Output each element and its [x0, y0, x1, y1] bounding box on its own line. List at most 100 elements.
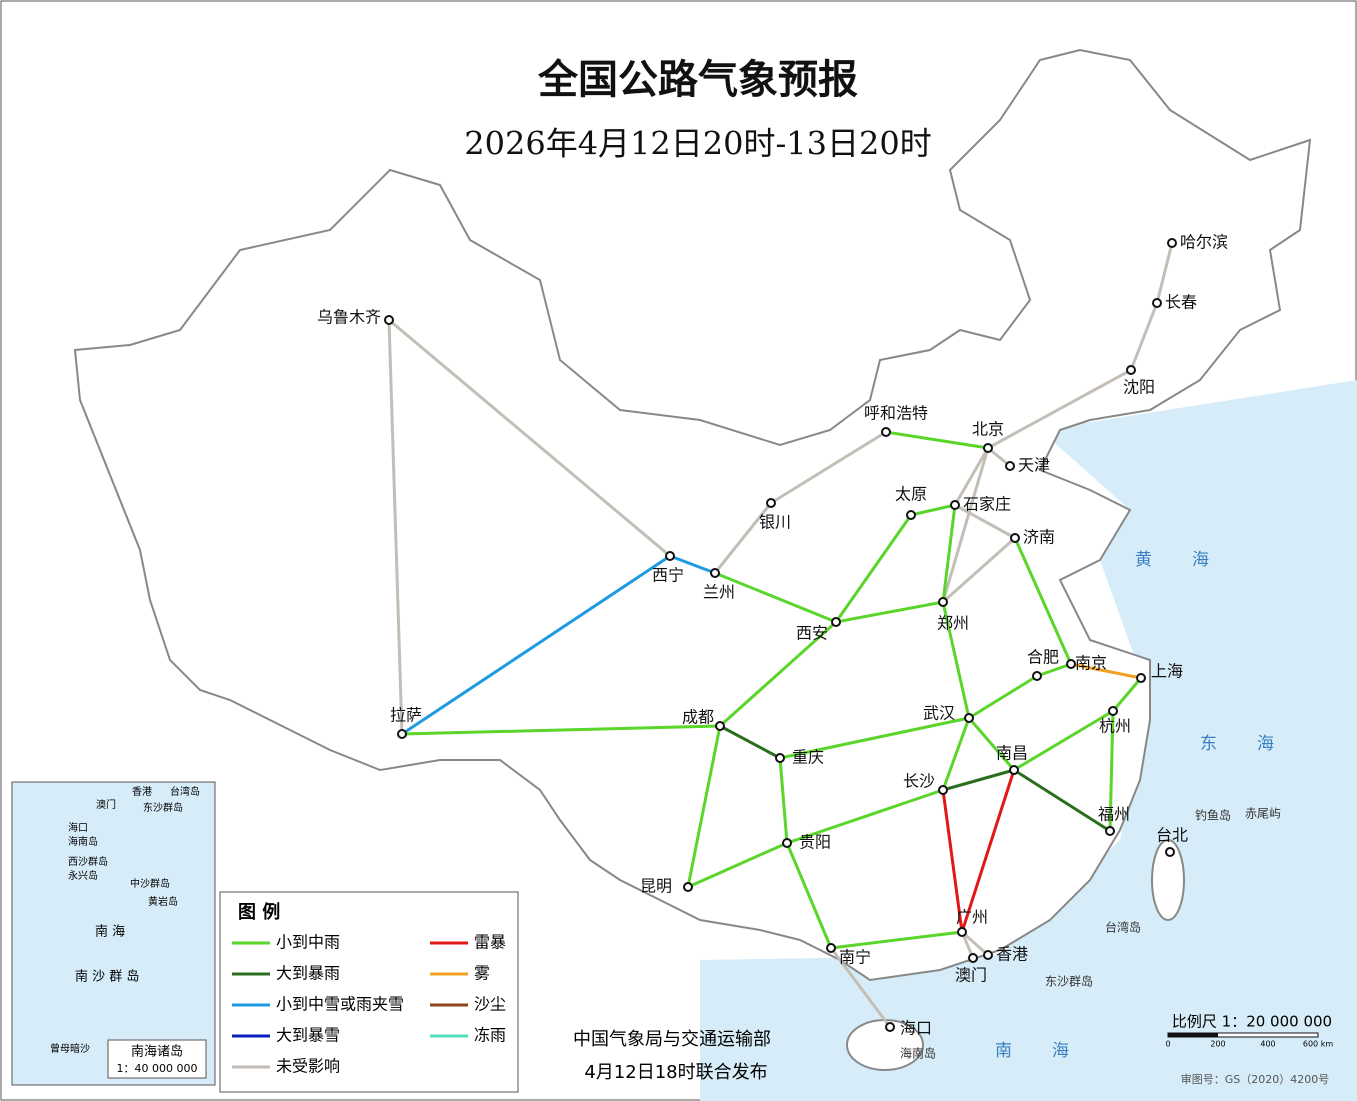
scale-bar-fill [1168, 1033, 1218, 1037]
city-label: 天津 [1018, 456, 1050, 475]
city-label: 拉萨 [390, 706, 422, 725]
road [941, 600, 971, 720]
inset-label: 台湾岛 [170, 785, 200, 798]
road [686, 724, 722, 889]
road [953, 503, 1017, 540]
city-label: 济南 [1023, 528, 1055, 547]
road [953, 446, 990, 507]
city-dot [775, 753, 785, 763]
city-label: 北京 [972, 420, 1004, 439]
city-label: 乌鲁木齐 [317, 308, 381, 327]
city-label: 西安 [796, 624, 828, 643]
road [718, 620, 838, 728]
road [829, 930, 964, 950]
road [960, 768, 1016, 934]
china-outline [73, 48, 1312, 982]
city-label: 南宁 [839, 948, 871, 967]
city-label: 贵阳 [799, 833, 831, 852]
legend-frame [219, 891, 519, 1093]
road [668, 554, 717, 575]
city-dot [1010, 533, 1020, 543]
city-label: 杭州 [1099, 717, 1131, 736]
road [967, 674, 1039, 720]
legend-title: 图 例 [238, 901, 280, 923]
city-label: 南昌 [996, 744, 1028, 763]
city-label: 郑州 [937, 614, 969, 633]
city-label: 长沙 [903, 772, 935, 791]
city-dot [1126, 365, 1136, 375]
road [960, 930, 990, 957]
road [1035, 662, 1073, 678]
scale-label: 比例尺 1：20 000 000 [1172, 1013, 1332, 1031]
city-label: 呼和浩特 [864, 404, 928, 423]
city-dot [384, 315, 394, 325]
legend-label: 大到暴雪 [276, 1026, 340, 1045]
inset-label: 黄岩岛 [148, 895, 178, 908]
inset-frame [11, 781, 216, 1086]
road [1013, 536, 1073, 666]
inset-caption-box [107, 1039, 207, 1079]
city-dot [665, 551, 675, 561]
road [713, 501, 773, 575]
sea-label: 黄海 [1135, 550, 1249, 570]
road [1012, 768, 1112, 833]
road [387, 318, 672, 558]
city-label: 合肥 [1027, 648, 1059, 667]
legend-label: 未受影响 [276, 1057, 340, 1076]
inset-scale: 1：40 000 000 [117, 1062, 198, 1075]
city-label: 福州 [1098, 805, 1130, 824]
road [713, 571, 838, 624]
roads [387, 241, 1174, 1029]
city-dot [983, 950, 993, 960]
legend-label: 沙尘 [474, 995, 506, 1014]
legend-label: 雾 [474, 964, 490, 983]
city-dot [1136, 673, 1146, 683]
inset-label: 海南岛 [68, 835, 98, 848]
sea-label: 东海 [1200, 734, 1314, 754]
road [941, 788, 964, 934]
sea-label: 南海 [995, 1041, 1109, 1061]
city-label: 哈尔滨 [1180, 233, 1228, 252]
city-dot [831, 617, 841, 627]
inset-label: 曾母暗沙 [50, 1042, 90, 1055]
city-dot [1032, 671, 1042, 681]
legend-label: 小到中雨 [276, 933, 340, 952]
city-label: 台北 [1156, 826, 1188, 845]
road [387, 318, 404, 736]
city-dot [906, 510, 916, 520]
city-label: 澳门 [955, 966, 987, 985]
road [1111, 676, 1143, 713]
city-dot [683, 882, 693, 892]
inset-label: 南 沙 群 岛 [75, 969, 139, 985]
inset-title: 南海诸岛 [131, 1044, 183, 1060]
inset-label: 南 海 [95, 924, 125, 940]
city-dot [826, 943, 836, 953]
city-label: 长春 [1165, 293, 1197, 312]
city-label: 太原 [895, 485, 927, 504]
road [1012, 709, 1115, 772]
inset-label: 东沙群岛 [143, 801, 183, 814]
road [400, 724, 722, 736]
road [941, 446, 990, 604]
city-label: 沈阳 [1123, 378, 1155, 397]
city-dot [782, 838, 792, 848]
inset-label: 西沙群岛 [68, 855, 108, 868]
city-dot [950, 500, 960, 510]
city-label: 广州 [956, 908, 988, 927]
city-dot [1108, 706, 1118, 716]
city-dot [1167, 238, 1177, 248]
inset-label: 中沙群岛 [130, 877, 170, 890]
road [785, 788, 945, 845]
city-label: 重庆 [792, 748, 824, 767]
city-dot [1005, 461, 1015, 471]
review-number: 审图号：GS（2020）4200号 [1181, 1072, 1330, 1086]
legend-label: 冻雨 [474, 1026, 506, 1045]
publisher: 中国气象局与交通运输部 [573, 1029, 771, 1050]
sea [700, 380, 1357, 1101]
inset-label: 海口 [68, 821, 88, 834]
publisher: 4月12日18时联合发布 [584, 1062, 767, 1083]
city-dot [710, 568, 720, 578]
city-label: 昆明 [640, 877, 672, 896]
inset-label: 香港 [132, 786, 152, 798]
title: 全国公路气象预报 [537, 57, 858, 103]
